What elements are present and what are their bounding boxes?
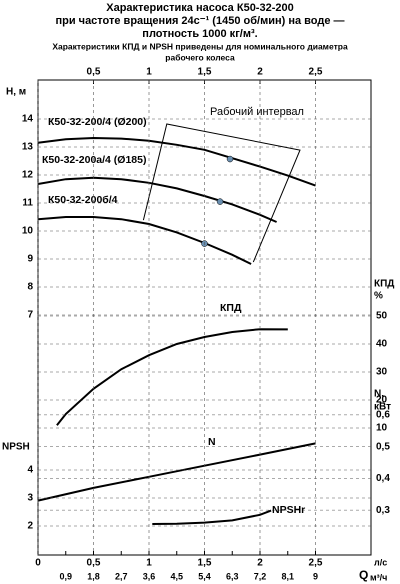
y-tick-label: 13 [22,142,34,153]
x-tick-label: 0 [35,558,41,569]
y-axis-label: NPSH [2,442,30,453]
y-tick-label: 14 [22,114,34,125]
series-label: К50-32-200б/4 [48,194,118,206]
working-interval [142,123,301,263]
y-tick-label: 3 [27,493,33,504]
curve [56,328,288,426]
y-tick-label: 12 [22,170,34,181]
curve [37,136,316,187]
y-tick-label: 0,4 [376,473,390,484]
series-label: NPSHr [272,504,305,516]
x2-tick-label: 2,7 [115,571,128,581]
curve [37,442,316,502]
x-tick-label: 1 [146,558,152,569]
y-tick-label: 20 [376,395,388,406]
series-label: К50-32-200а/4 (Ø185) [42,154,146,166]
x2-tick-label: 5,4 [198,571,211,581]
y-tick-label: 10 [376,423,388,434]
x-tick-label: 0,5 [87,67,101,78]
x-tick-label: 2,5 [309,67,323,78]
x-tick-label: 0,5 [87,558,101,569]
y-tick-label: 0,3 [376,505,390,516]
title-line: при частоте вращения 24с⁻¹ (1450 об/мин)… [56,15,345,27]
y-tick-label: 2 [27,521,33,532]
curve [152,509,272,525]
y-tick-label: 9 [27,254,33,265]
x2-tick-label: 0,9 [59,571,72,581]
y-axis-label: % [374,291,383,302]
y-tick-label: 40 [376,339,388,350]
x2-tick-label: 8,1 [281,571,294,581]
subtitle-line: рабочего колеса [165,52,235,62]
y-axis-label: кВт [374,402,391,413]
series-label: К50-32-200/4 (Ø200) [48,116,147,128]
y-axis-label: КПД [374,279,394,290]
x-tick-label: 2 [257,558,263,569]
subtitle-line: Характеристики КПД и NPSH приведены для … [52,41,348,51]
y-tick-label: 10 [22,226,34,237]
x2-tick-label: 9 [313,571,318,581]
x-axis-label: Q [359,568,368,582]
title-line: плотность 1000 кг/м³. [142,28,257,40]
x2-tick-label: 6,3 [226,571,239,581]
x-unit: л/с [374,557,387,567]
operating-point [226,155,234,163]
series-label: N [208,436,216,448]
y-axis-label: Н, м [6,87,26,98]
x2-tick-label: 1,8 [87,571,100,581]
operating-point [216,198,224,205]
y-tick-label: 7 [27,310,33,321]
y-tick-label: 30 [376,367,388,378]
title-line: Характеристика насоса К50-32-200 [106,2,293,14]
y-tick-label: 8 [27,282,33,293]
x-tick-label: 1,5 [198,558,212,569]
x-tick-label: 2 [257,67,263,78]
y-tick-label: 11 [22,198,33,209]
y-tick-label: 4 [27,465,33,476]
x2-tick-label: 3,6 [143,571,156,581]
y-tick-label: 0,6 [376,410,390,421]
curve [37,176,277,223]
x2-tick-label: 4,5 [170,571,183,581]
y-tick-label: 50 [376,311,388,322]
x2-unit: м³/ч [370,572,387,582]
x-tick-label: 2,5 [309,558,323,569]
series-label: КПД [220,302,242,314]
x2-tick-label: 7,2 [254,571,267,581]
y-tick-label: 0,5 [376,441,390,452]
curve [37,216,252,265]
x-tick-label: 1,5 [198,67,212,78]
interval-label: Рабочий интервал [210,106,304,118]
x-tick-label: 1 [146,67,152,78]
y-axis-label: N, [374,389,384,400]
